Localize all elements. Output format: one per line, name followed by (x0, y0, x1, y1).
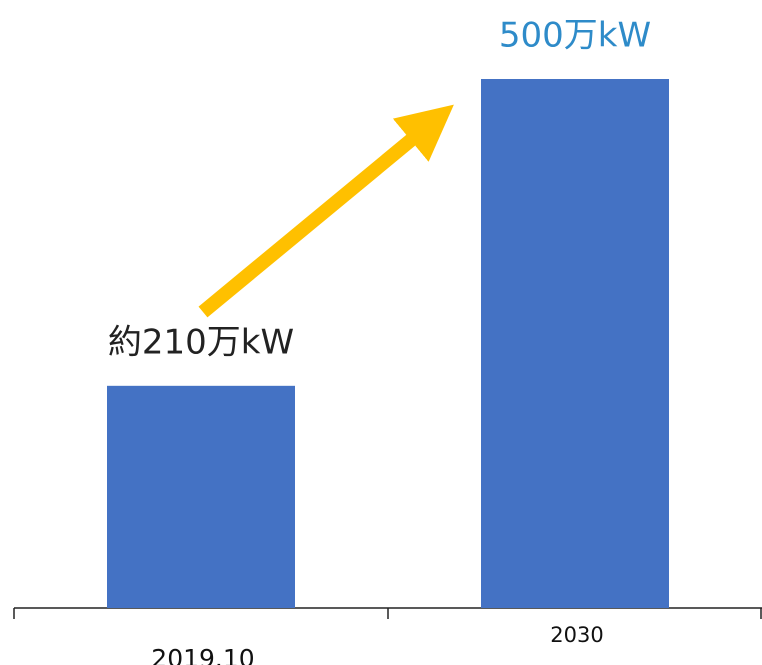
value-label: 500万kW (499, 16, 651, 56)
x-tick-label: 2019.10 (151, 644, 254, 665)
x-tick-label: 2030 (550, 623, 603, 647)
bar (481, 79, 669, 608)
trend-arrow (198, 104, 454, 318)
bar (107, 385, 295, 608)
value-label: 約210万kW (108, 322, 294, 362)
